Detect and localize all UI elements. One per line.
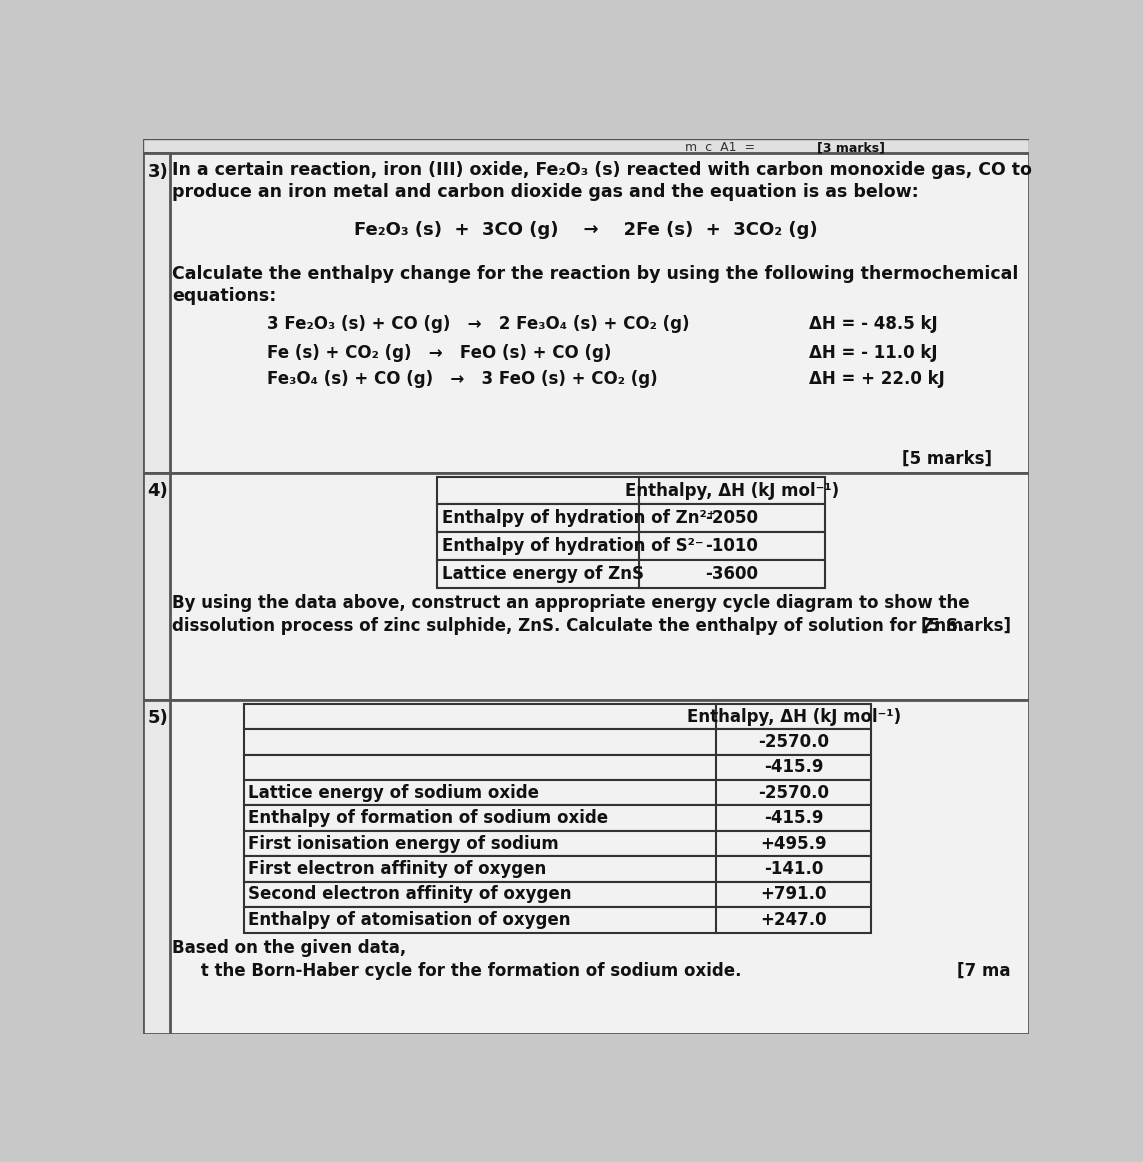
Bar [243,730,871,754]
Text: In a certain reaction, iron (III) oxide, Fe₂O₃ (s) reacted with carbon monoxide : In a certain reaction, iron (III) oxide,… [173,162,1032,179]
Text: -1010: -1010 [705,537,758,555]
Text: [5 marks]: [5 marks] [902,450,991,468]
Text: ΔH = + 22.0 kJ: ΔH = + 22.0 kJ [809,371,945,388]
Bar [243,856,871,882]
Text: [3 marks]: [3 marks] [817,141,885,155]
Bar [243,780,871,805]
Text: -141.0: -141.0 [765,860,824,878]
Text: equations:: equations: [173,287,277,304]
Text: +791.0: +791.0 [760,885,828,903]
Text: By using the data above, construct an appropriate energy cycle diagram to show t: By using the data above, construct an ap… [173,594,970,611]
Text: -2050: -2050 [705,509,758,528]
Bar [438,560,825,588]
Text: Enthalpy of atomisation of oxygen: Enthalpy of atomisation of oxygen [248,911,570,928]
Text: +247.0: +247.0 [760,911,828,928]
Text: Second electron affinity of oxygen: Second electron affinity of oxygen [248,885,572,903]
Text: Fe (s) + CO₂ (g)   →   FeO (s) + CO (g): Fe (s) + CO₂ (g) → FeO (s) + CO (g) [266,344,612,363]
Text: Based on the given data,: Based on the given data, [173,939,407,956]
Bar [143,153,170,473]
Text: -2570.0: -2570.0 [758,784,830,802]
Text: 3): 3) [147,163,168,180]
Bar [438,476,825,504]
Bar [143,473,1029,700]
Text: Enthalpy of hydration of S²⁻: Enthalpy of hydration of S²⁻ [442,537,704,555]
Text: Enthalpy, ΔH (kJ mol⁻¹): Enthalpy, ΔH (kJ mol⁻¹) [687,708,901,725]
Text: 4): 4) [147,482,168,500]
Text: m  c  A1  =: m c A1 = [686,141,756,155]
Text: -2570.0: -2570.0 [758,733,830,751]
Bar [143,139,1029,153]
Bar [143,153,1029,473]
Text: dissolution process of zinc sulphide, ZnS. Calculate the enthalpy of solution fo: dissolution process of zinc sulphide, Zn… [173,617,965,634]
Bar [438,504,825,532]
Text: +495.9: +495.9 [760,834,828,853]
Bar [143,700,170,1034]
Bar [243,831,871,856]
Text: 5): 5) [147,709,168,727]
Text: -415.9: -415.9 [765,809,824,827]
Text: [7 ma: [7 ma [958,962,1010,980]
Text: t the Born-Haber cycle for the formation of sodium oxide.: t the Born-Haber cycle for the formation… [173,962,742,980]
Text: [5 marks]: [5 marks] [921,617,1010,634]
Text: ΔH = - 48.5 kJ: ΔH = - 48.5 kJ [809,315,938,333]
Text: Enthalpy, ΔH (kJ mol⁻¹): Enthalpy, ΔH (kJ mol⁻¹) [625,481,839,500]
Bar [143,700,1029,1034]
Text: First ionisation energy of sodium: First ionisation energy of sodium [248,834,559,853]
Text: Enthalpy of formation of sodium oxide: Enthalpy of formation of sodium oxide [248,809,608,827]
Text: -3600: -3600 [705,565,758,582]
Bar [243,882,871,908]
Text: Calculate the enthalpy change for the reaction by using the following thermochem: Calculate the enthalpy change for the re… [173,265,1018,284]
Text: Fe₃O₄ (s) + CO (g)   →   3 FeO (s) + CO₂ (g): Fe₃O₄ (s) + CO (g) → 3 FeO (s) + CO₂ (g) [266,371,657,388]
Text: 3 Fe₂O₃ (s) + CO (g)   →   2 Fe₃O₄ (s) + CO₂ (g): 3 Fe₂O₃ (s) + CO (g) → 2 Fe₃O₄ (s) + CO₂… [266,315,689,333]
Text: Lattice energy of sodium oxide: Lattice energy of sodium oxide [248,784,539,802]
Bar [243,754,871,780]
Text: Enthalpy of hydration of Zn²⁺: Enthalpy of hydration of Zn²⁺ [442,509,716,528]
Bar [143,473,170,700]
Text: Fe₂O₃ (s)  +  3CO (g)    →    2Fe (s)  +  3CO₂ (g): Fe₂O₃ (s) + 3CO (g) → 2Fe (s) + 3CO₂ (g) [353,221,817,239]
Bar [243,805,871,831]
Text: -415.9: -415.9 [765,759,824,776]
Bar [243,704,871,730]
Text: produce an iron metal and carbon dioxide gas and the equation is as below:: produce an iron metal and carbon dioxide… [173,182,919,201]
Bar [438,532,825,560]
Text: ΔH = - 11.0 kJ: ΔH = - 11.0 kJ [809,344,938,363]
Text: First electron affinity of oxygen: First electron affinity of oxygen [248,860,546,878]
Text: Lattice energy of ZnS: Lattice energy of ZnS [442,565,644,582]
Bar [243,908,871,933]
